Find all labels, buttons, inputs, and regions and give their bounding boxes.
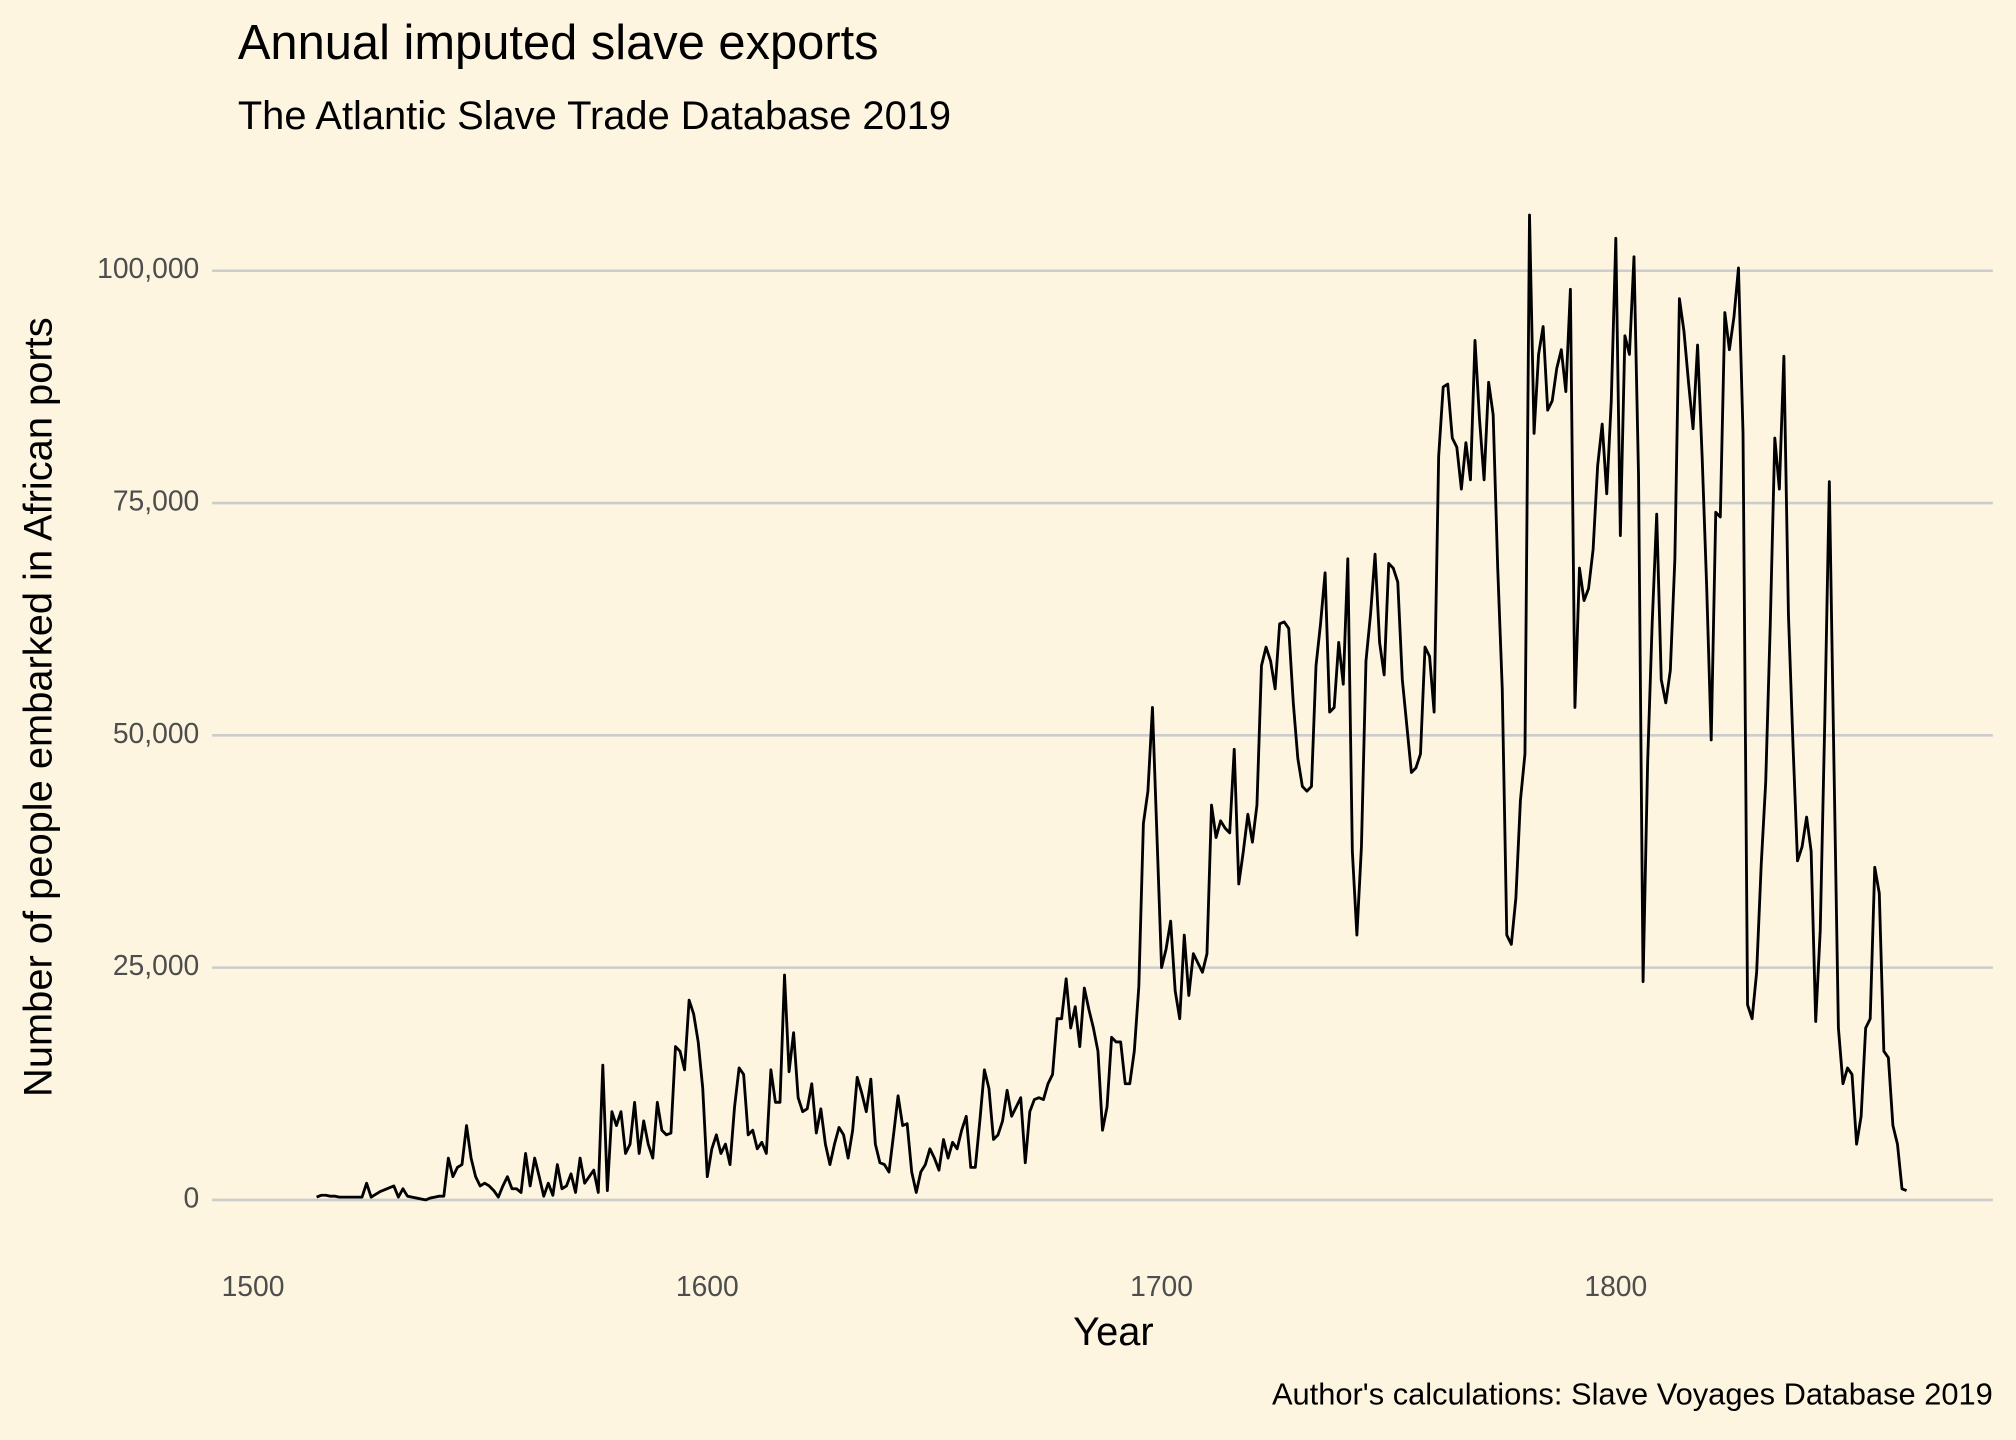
y-tick-label: 100,000 bbox=[97, 252, 199, 284]
x-tick-label: 1500 bbox=[222, 1270, 285, 1302]
y-axis-label: Number of people embarked in African por… bbox=[17, 317, 61, 1097]
x-tick-label: 1700 bbox=[1130, 1270, 1193, 1302]
data-line bbox=[316, 213, 1908, 1202]
chart-subtitle: The Atlantic Slave Trade Database 2019 bbox=[238, 94, 951, 138]
y-tick-label: 50,000 bbox=[113, 717, 199, 749]
x-tick-label: 1600 bbox=[676, 1270, 739, 1302]
x-axis-label: Year bbox=[1073, 1310, 1154, 1354]
y-tick-label: 75,000 bbox=[113, 485, 199, 517]
y-tick-label: 0 bbox=[184, 1181, 200, 1213]
caption: Author's calculations: Slave Voyages Dat… bbox=[1272, 1376, 1993, 1411]
chart-title: Annual imputed slave exports bbox=[238, 16, 879, 70]
y-tick-label: 25,000 bbox=[113, 949, 199, 981]
x-tick-label: 1800 bbox=[1584, 1270, 1647, 1302]
